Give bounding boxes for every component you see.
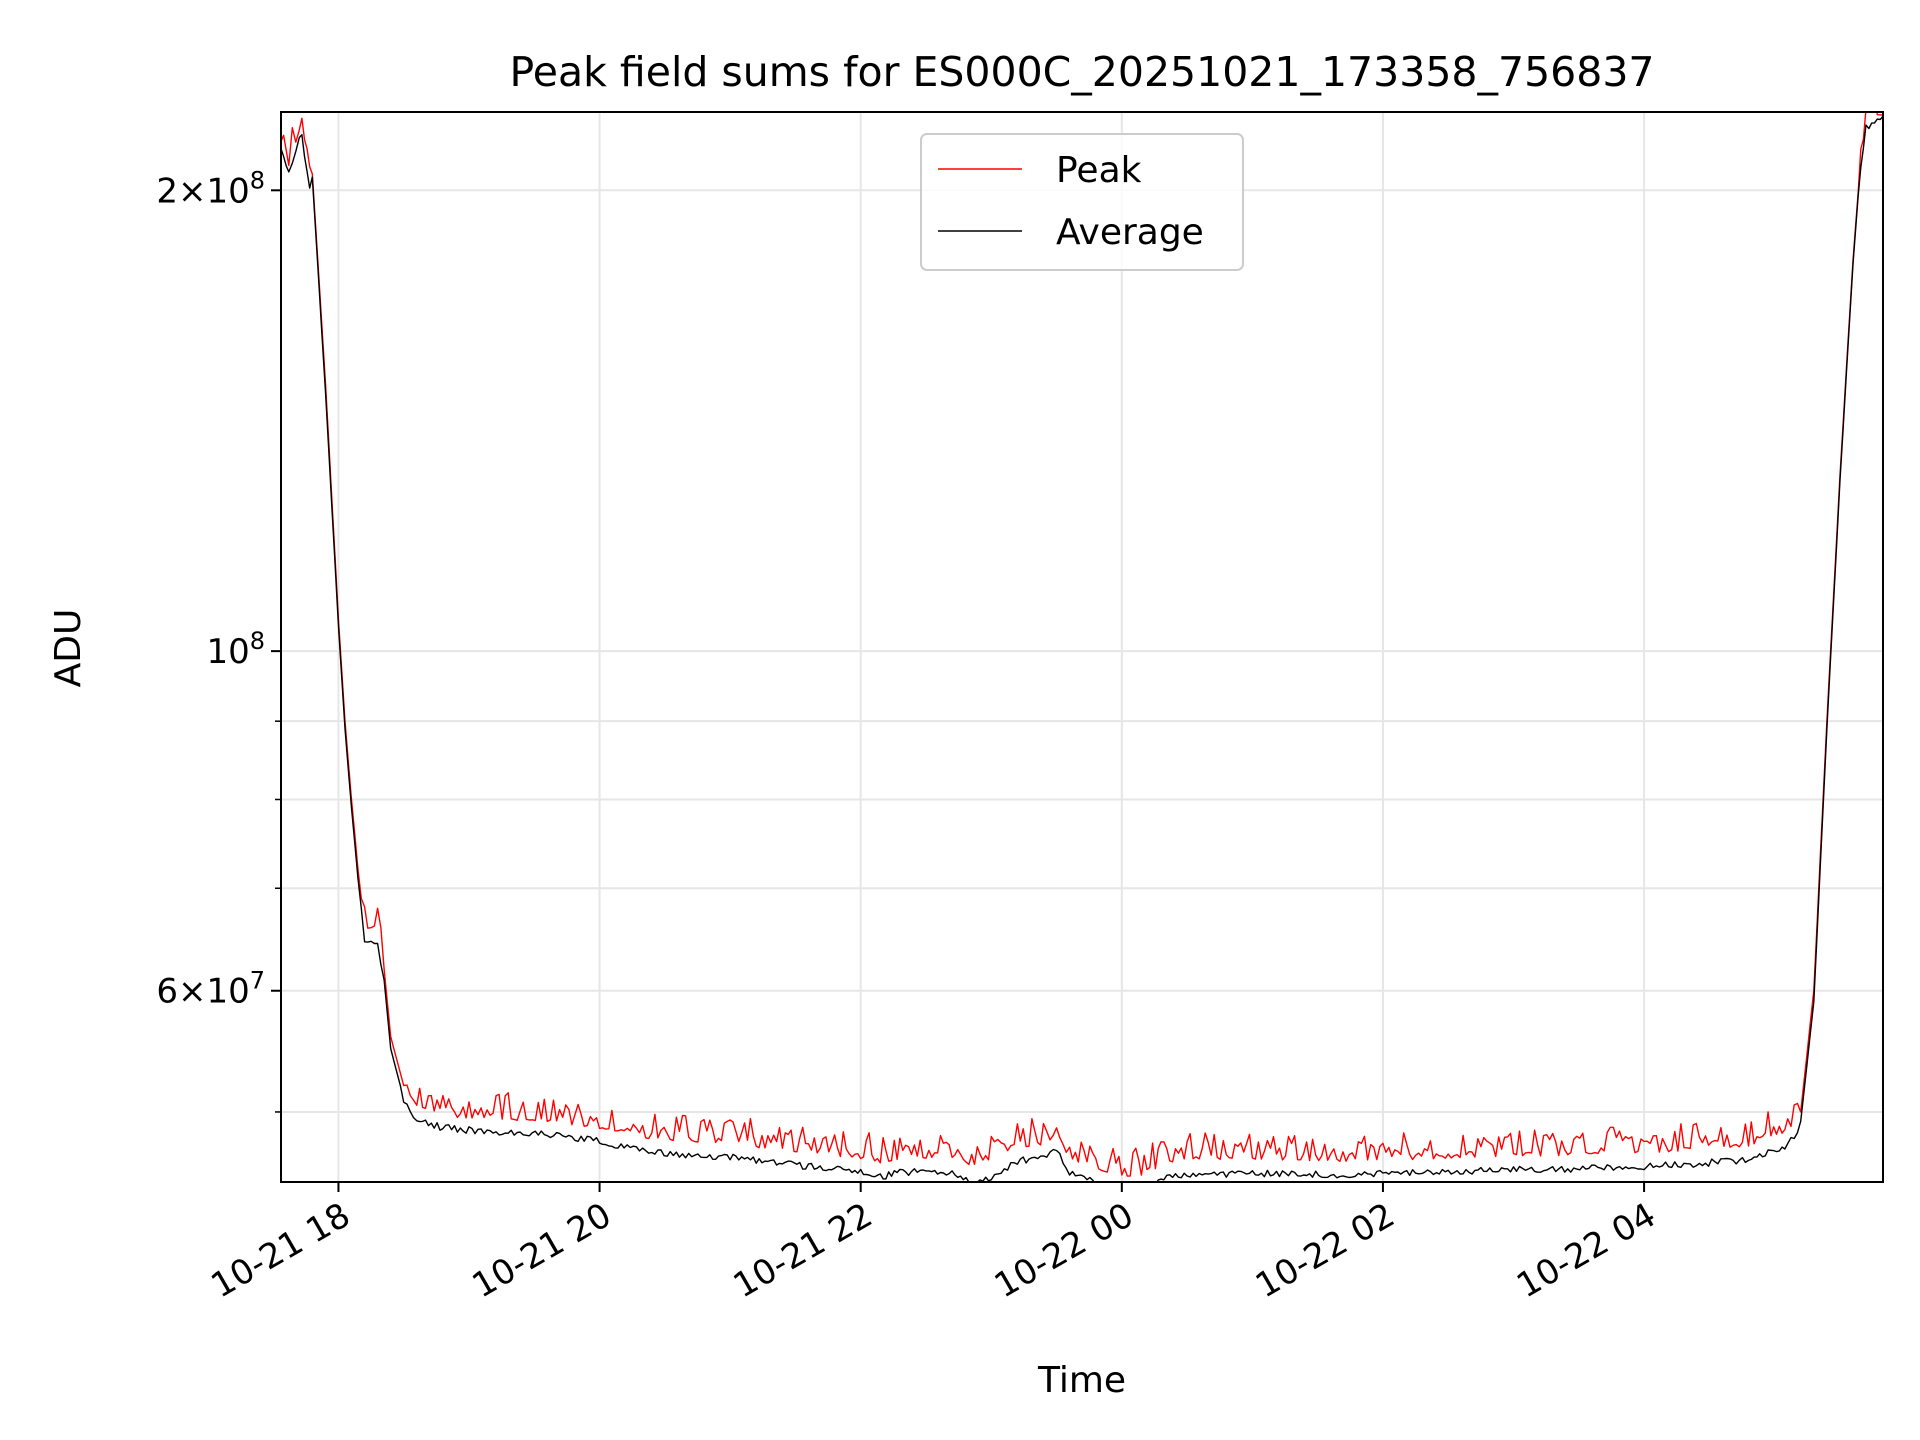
y-tick-label: 108 (206, 627, 265, 672)
y-tick-exponent: 8 (250, 166, 265, 194)
y-tick-base: 6×10 (156, 972, 249, 1012)
plot-frame (280, 111, 1884, 1183)
y-tick-base: 2×10 (156, 171, 249, 211)
legend-label-average: Average (1056, 212, 1204, 253)
legend: Peak Average (920, 133, 1244, 271)
y-tick-label: 2×108 (156, 166, 265, 211)
series-line-peak (281, 112, 1883, 1177)
y-tick-exponent: 7 (250, 967, 265, 995)
y-tick-base: 10 (206, 632, 249, 672)
legend-label-peak: Peak (1056, 150, 1142, 191)
series-line-average (281, 115, 1883, 1182)
legend-box (920, 133, 1244, 271)
y-tick-label: 6×107 (156, 967, 265, 1012)
series-layer (281, 112, 1883, 1182)
y-tick-exponent: 8 (250, 627, 265, 655)
x-axis-label: Time (1037, 1360, 1126, 1401)
y-axis-label: ADU (48, 609, 89, 688)
chart-title: Peak field sums for ES000C_20251021_1733… (510, 48, 1655, 96)
